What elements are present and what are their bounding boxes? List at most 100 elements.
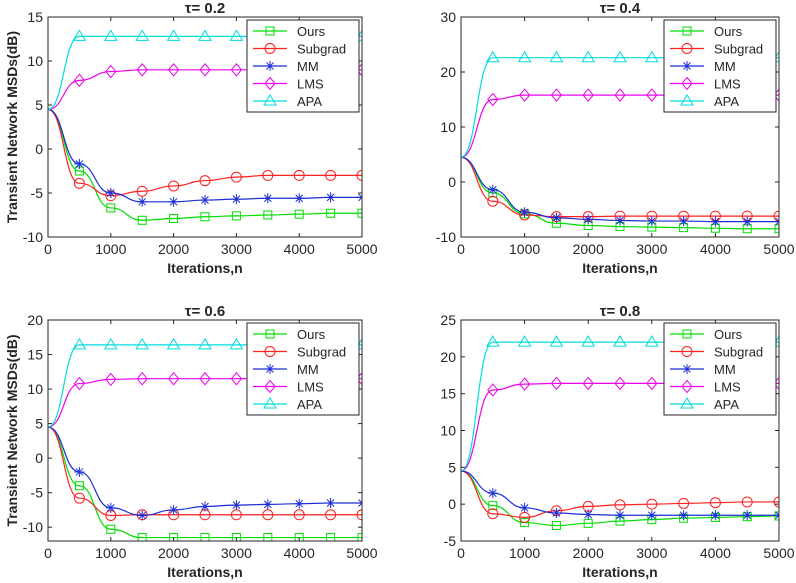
data-point-subgrad	[325, 509, 337, 521]
data-point-mm	[583, 214, 594, 225]
data-point-ours	[169, 533, 179, 541]
data-point-apa	[613, 335, 627, 347]
data-point-ours	[169, 214, 179, 224]
chart-title: τ= 0.6	[185, 303, 225, 320]
legend-marker	[264, 43, 276, 54]
legend-marker	[681, 379, 693, 394]
y-tick-label: 0	[35, 141, 43, 157]
data-point-mm	[551, 212, 562, 223]
legend-label: LMS	[297, 380, 324, 395]
data-point-mm	[325, 498, 336, 509]
data-point-apa	[135, 29, 150, 41]
data-point-subgrad	[136, 185, 148, 197]
series-line-subgrad	[48, 108, 362, 197]
data-point-ours	[231, 211, 241, 221]
data-point-lms	[646, 88, 658, 102]
legend-label: Subgrad	[714, 42, 763, 57]
chart-title: τ= 0.4	[600, 0, 641, 17]
data-point-subgrad	[356, 509, 362, 521]
data-point-ours	[137, 533, 147, 541]
data-point-ours	[231, 533, 241, 541]
y-tick-label: 20	[27, 312, 43, 328]
data-point-ours	[263, 533, 273, 541]
data-point-ours	[263, 210, 273, 220]
x-tick-label: 1000	[95, 545, 126, 561]
data-point-ours	[137, 215, 147, 225]
x-tick-label: 4000	[284, 545, 315, 561]
y-tick-label: -5	[31, 185, 44, 201]
data-point-lms	[73, 73, 86, 88]
legend-marker	[682, 26, 692, 36]
chart-panel-1: 0 1000 2000 3000 4000 5000 -10 -5 0 5 10 15 τ= 0.2 It…	[4, 0, 378, 276]
data-point-apa	[549, 335, 564, 347]
data-point-apa	[485, 335, 500, 347]
data-point-lms	[550, 376, 563, 391]
data-point-mm	[74, 158, 85, 169]
data-point-mm	[325, 192, 336, 203]
data-point-subgrad	[199, 175, 211, 187]
x-tick-label: 3000	[221, 241, 252, 257]
legend-label: Subgrad	[297, 42, 346, 57]
data-point-apa	[198, 337, 212, 350]
legend-marker	[680, 397, 694, 409]
x-tick-label: 5000	[346, 241, 377, 257]
data-point-lms	[199, 63, 211, 77]
legend-label: MM	[714, 59, 736, 74]
data-point-mm	[74, 466, 85, 477]
legend-label: LMS	[714, 77, 741, 92]
data-point-apa	[517, 50, 532, 63]
y-tick-label: 15	[440, 386, 456, 402]
data-point-subgrad	[262, 169, 274, 181]
data-point-apa	[166, 29, 181, 41]
data-point-subgrad	[262, 509, 274, 521]
data-point-lms	[487, 383, 499, 397]
x-axis-label: Iterations,n	[582, 260, 657, 276]
data-point-mm	[200, 501, 210, 512]
data-point-mm	[710, 510, 721, 521]
legend-label: Ours	[297, 24, 326, 39]
legend: Ours Subgrad MM LMS APA	[246, 19, 360, 113]
x-tick-label: 2000	[158, 241, 189, 257]
data-point-mm	[742, 510, 753, 521]
legend-label: Subgrad	[297, 345, 346, 360]
axes-box	[47, 319, 363, 542]
data-point-subgrad	[709, 497, 721, 509]
data-point-subgrad	[293, 169, 305, 181]
y-tick-label: 10	[27, 53, 43, 69]
legend-label: APA	[714, 397, 739, 412]
data-point-apa	[517, 335, 532, 347]
x-tick-label: 0	[44, 241, 52, 257]
data-point-lms	[487, 92, 499, 107]
x-tick-label: 2000	[573, 545, 604, 561]
data-point-mm	[294, 498, 305, 509]
legend-marker	[681, 43, 693, 54]
data-point-mm	[200, 195, 210, 206]
data-point-ours	[106, 524, 116, 534]
legend-label: APA	[297, 397, 322, 412]
data-point-subgrad	[614, 499, 626, 511]
data-point-apa	[613, 50, 627, 63]
y-tick-label: -5	[444, 533, 457, 549]
x-tick-label: 4000	[284, 241, 315, 257]
legend-marker	[682, 61, 692, 71]
data-point-mm	[137, 196, 148, 207]
data-point-mm	[137, 510, 148, 521]
data-point-apa	[72, 29, 87, 41]
legend-marker	[263, 397, 277, 409]
x-tick-label: 3000	[636, 241, 667, 257]
data-point-ours	[294, 533, 304, 541]
y-tick-label: 5	[35, 97, 43, 113]
data-point-subgrad	[168, 180, 180, 192]
data-point-apa	[485, 50, 500, 63]
x-tick-label: 0	[44, 545, 52, 561]
y-tick-label: 25	[440, 312, 456, 328]
legend-marker	[265, 329, 275, 339]
x-tick-label: 3000	[636, 545, 667, 561]
data-point-lms	[136, 371, 148, 386]
y-tick-label: -10	[23, 229, 43, 245]
y-tick-label: 0	[448, 174, 456, 190]
data-point-apa	[135, 337, 150, 350]
data-point-mm	[105, 188, 116, 198]
x-tick-label: 3000	[221, 545, 252, 561]
data-point-mm	[168, 504, 179, 515]
